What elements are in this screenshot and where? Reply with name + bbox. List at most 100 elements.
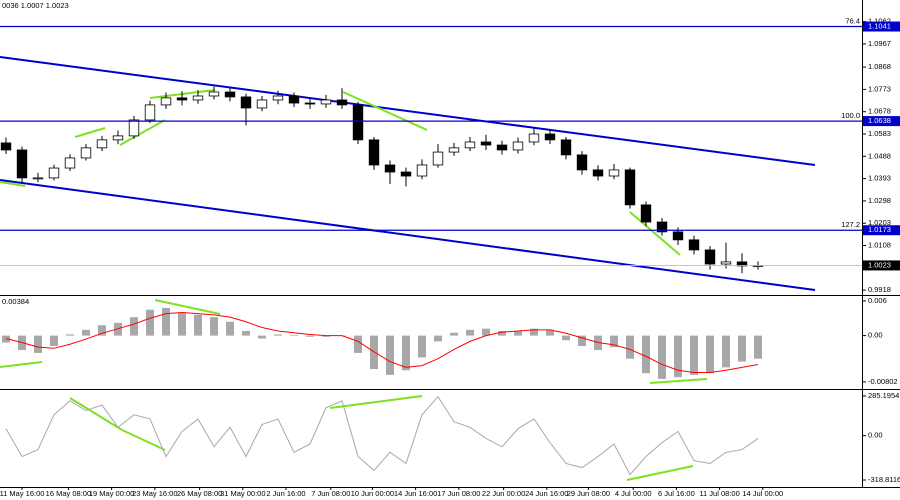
y-tick-label: 0.00 (868, 331, 883, 340)
candle-body (16, 149, 28, 179)
y-tick-label: 0.006 (868, 296, 887, 305)
x-tick-label: 22 Jun 00:00 (482, 489, 525, 498)
y-tick-label: 1.0393 (868, 174, 891, 183)
histogram-bar (546, 329, 554, 336)
candle-body (736, 261, 748, 267)
histogram-bar (706, 335, 714, 374)
x-tick-label: 11 Jul 08:00 (699, 489, 739, 498)
divergence-line (629, 211, 681, 256)
histogram-bar (98, 325, 106, 336)
level-name: 76.4 (845, 17, 860, 26)
y-tick-label: -0.00802 (868, 377, 898, 386)
y-tick-label: 1.0773 (868, 84, 891, 93)
candle-body (32, 177, 44, 180)
candle-body (432, 151, 444, 166)
level-price: 1.1041 (868, 22, 891, 31)
candle-body (128, 119, 140, 137)
candle-body (192, 95, 204, 101)
histogram-bar (642, 335, 650, 374)
divergence-line (74, 127, 106, 138)
histogram-bar (626, 335, 634, 359)
divergence-line (154, 299, 221, 315)
candle-body (640, 204, 652, 223)
candle-body (592, 169, 604, 177)
candle-body (240, 96, 252, 109)
histogram-bar (274, 334, 282, 336)
y-tick-label: 285.1954 (868, 391, 899, 400)
candle-body (320, 99, 332, 105)
histogram-bar (386, 335, 394, 375)
y-tick-label: 1.0298 (868, 196, 891, 205)
histogram-bar (290, 335, 298, 336)
candle-body (720, 261, 732, 265)
candle-body (384, 164, 396, 173)
histogram-bar (34, 335, 42, 353)
x-tick-label: 11 May 16:00 (0, 489, 44, 498)
candle-body (656, 221, 668, 233)
y-tick-label: -318.8116 (868, 475, 900, 484)
histogram-bar (162, 307, 170, 336)
divergence-line (649, 378, 708, 384)
y-tick-label: 1.0967 (868, 39, 891, 48)
panel-header: 0036 1.0007 1.0023 (2, 1, 69, 10)
candle-body (400, 171, 412, 177)
y-tick-label: 1.0488 (868, 151, 891, 160)
candle-body (288, 95, 300, 104)
histogram-bar (322, 335, 330, 337)
histogram-bar (722, 335, 730, 368)
candle-body (64, 157, 76, 169)
candle-body (368, 139, 380, 166)
histogram-bar (578, 335, 586, 346)
histogram-bar (690, 335, 698, 375)
x-tick-label: 16 May 08:00 (46, 489, 91, 498)
histogram-bar (146, 309, 154, 336)
candle-body (224, 91, 236, 98)
level-price: 1.0173 (868, 225, 891, 234)
x-tick-label: 23 May 16:00 (132, 489, 177, 498)
divergence-line (342, 91, 428, 131)
candle-body (576, 154, 588, 171)
histogram-bar (2, 335, 10, 343)
y-tick-label: 1.0108 (868, 240, 891, 249)
indicator-line (5, 395, 759, 476)
last-price-box (863, 260, 900, 271)
histogram-bar (66, 334, 74, 336)
candle-body (496, 144, 508, 151)
candle-body (544, 133, 556, 141)
x-tick-label: 2 Jun 16:00 (266, 489, 305, 498)
histogram-bar (450, 332, 458, 336)
candle-body (352, 104, 364, 141)
x-tick-label: 31 May 00:00 (220, 489, 265, 498)
candle-body (464, 141, 476, 149)
histogram-bar (178, 312, 186, 336)
candle-body (480, 141, 492, 146)
y-tick-label: 1.0678 (868, 107, 891, 116)
x-tick-label: 17 Jun 08:00 (437, 489, 480, 498)
divergence-line (626, 465, 694, 481)
panel-header: 0.00384 (2, 297, 29, 306)
candle-body (528, 133, 540, 143)
candle-body (672, 231, 684, 241)
divergence-line (119, 119, 166, 146)
y-tick-label: 1.0583 (868, 129, 891, 138)
histogram-bar (130, 317, 138, 336)
divergence-line (0, 181, 26, 187)
level-price-box (863, 116, 900, 127)
histogram-bar (418, 335, 426, 358)
histogram-bar (658, 335, 666, 379)
histogram-bar (754, 335, 762, 359)
x-tick-label: 26 May 08:00 (177, 489, 222, 498)
candle-body (112, 135, 124, 141)
level-price: 1.0638 (868, 116, 891, 125)
x-tick-label: 7 Jun 08:00 (311, 489, 350, 498)
histogram-bar (562, 335, 570, 341)
histogram-bar (258, 335, 266, 339)
histogram-bar (114, 322, 122, 336)
channel-upper (0, 56, 816, 166)
x-tick-label: 29 Jun 08:00 (567, 489, 610, 498)
candle-body (176, 97, 188, 101)
candle-body (416, 164, 428, 177)
histogram-bar (498, 330, 506, 336)
